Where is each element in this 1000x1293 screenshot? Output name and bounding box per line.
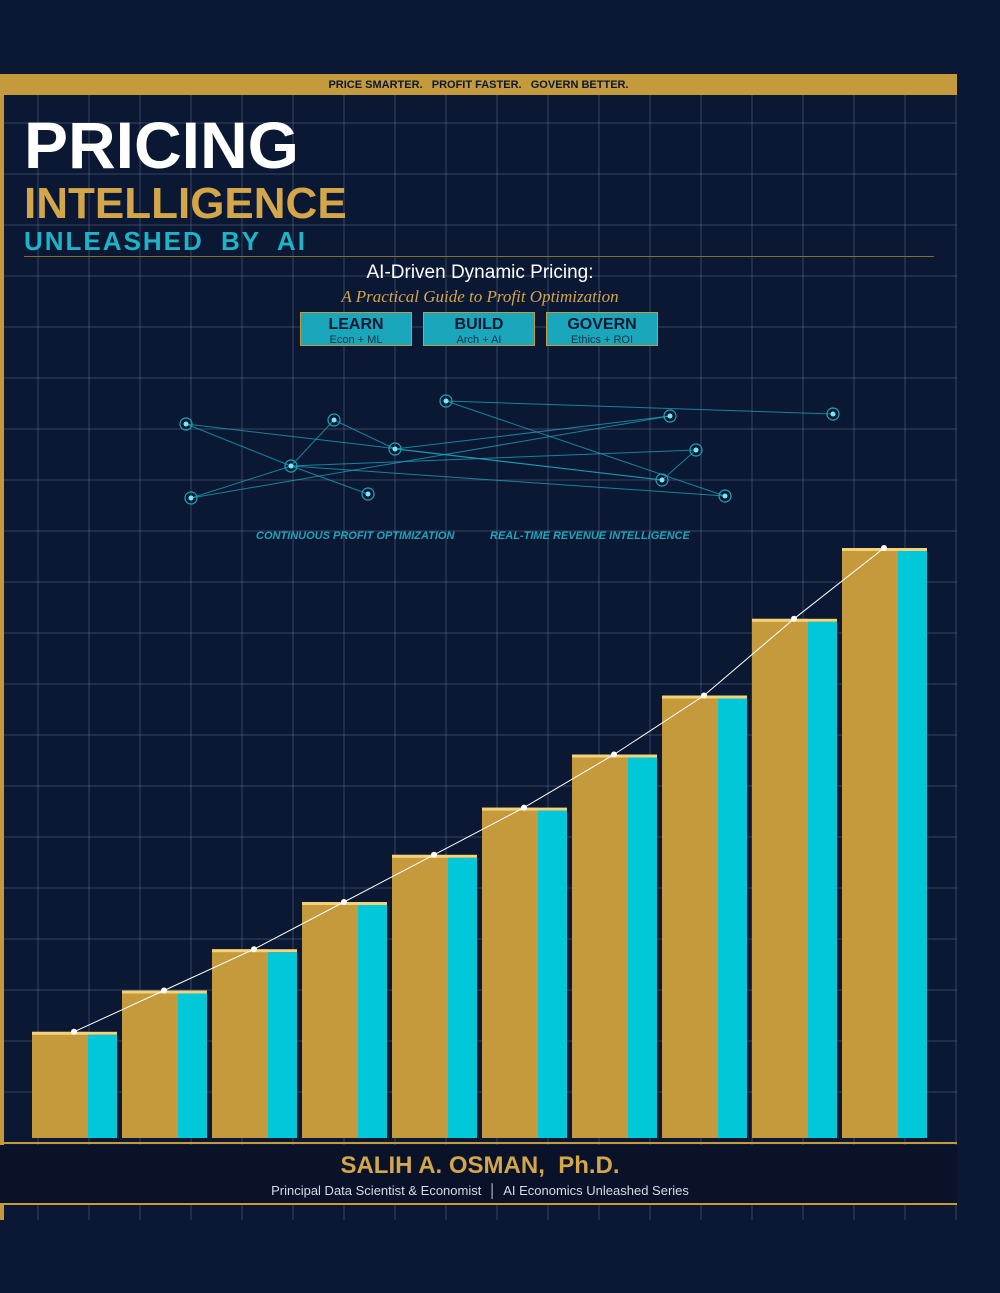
network-edge	[394, 448, 663, 481]
network-node-core	[659, 477, 665, 483]
network-node	[184, 491, 198, 505]
network-edge	[290, 449, 697, 467]
bar-cyan	[628, 757, 657, 1138]
subtitle-italic: A Practical Guide to Profit Optimization	[341, 287, 619, 306]
network-edge	[290, 465, 726, 497]
pillar-sub: Ethics + ROI	[570, 334, 634, 346]
network-node-core	[392, 446, 398, 452]
trend-line	[73, 547, 885, 1033]
pillar-label: LEARN	[328, 316, 384, 333]
network-node	[718, 489, 732, 503]
pillar-label: GOVERN	[567, 316, 637, 333]
pillar-sub: Arch + AI	[456, 334, 502, 346]
network-node	[826, 407, 840, 421]
network-node-core	[188, 495, 194, 501]
pillar-label: BUILD	[454, 316, 504, 333]
network-node-core	[693, 447, 699, 453]
pillar-govern: GOVERN Ethics + ROI	[546, 312, 658, 346]
trend-point	[71, 1028, 77, 1035]
trend-point	[161, 987, 167, 994]
pillar-sub: Econ + ML	[329, 334, 383, 346]
bar-cyan	[178, 993, 207, 1138]
network-node-core	[830, 411, 836, 417]
network-edge	[290, 419, 335, 467]
trend-point	[881, 545, 887, 551]
bar-gold	[662, 695, 718, 1138]
bar-cyan	[718, 698, 747, 1138]
title-line-3: UNLEASHED BY AI	[24, 226, 307, 256]
bar-gold	[302, 902, 358, 1138]
network-edge	[661, 449, 697, 481]
network-node-core	[331, 417, 337, 423]
bar-gold	[122, 990, 178, 1138]
trend-point	[251, 946, 257, 953]
trend-point	[701, 692, 707, 699]
bar-gold	[32, 1031, 88, 1138]
trend-point	[611, 751, 617, 758]
bar-cyan	[268, 952, 297, 1138]
network-node-core	[183, 421, 189, 427]
bar-gold	[842, 548, 898, 1138]
pillar-learn: LEARN Econ + ML	[300, 312, 412, 346]
bar-cyan	[88, 1034, 117, 1138]
tagline-banner: PRICE SMARTER. PROFIT FASTER. GOVERN BET…	[0, 74, 957, 95]
trend-point	[791, 615, 797, 622]
network-node	[361, 487, 375, 501]
trend-point	[431, 851, 437, 858]
network-node	[179, 417, 193, 431]
network-node-core	[667, 413, 673, 419]
network-node	[388, 442, 402, 456]
author-footer	[0, 1145, 957, 1205]
network-node-core	[722, 493, 728, 499]
bar-gold	[392, 854, 448, 1138]
network-edge	[190, 415, 671, 499]
bar-cyan	[538, 810, 567, 1138]
title-divider	[24, 256, 934, 257]
bar-gold	[752, 618, 808, 1138]
title-line-2: INTELLIGENCE	[24, 179, 347, 228]
network-node	[439, 394, 453, 408]
pillar-build: BUILD Arch + AI	[423, 312, 535, 346]
network-node	[655, 473, 669, 487]
network-edge	[190, 465, 292, 499]
tagline-text: PRICE SMARTER. PROFIT FASTER. GOVERN BET…	[328, 78, 629, 91]
bar-gold	[212, 949, 268, 1138]
network-edge	[333, 419, 396, 450]
network-edge	[290, 465, 369, 495]
network-node-core	[443, 398, 449, 404]
network-edge	[185, 423, 292, 467]
network-edge	[445, 400, 726, 497]
subtitle-main: AI-Driven Dynamic Pricing:	[366, 262, 594, 283]
bar-cyan	[448, 857, 477, 1138]
author-name: SALIH A. OSMAN, Ph.D.	[340, 1152, 620, 1179]
network-node	[663, 409, 677, 423]
footer-bottom-rule	[0, 1203, 957, 1205]
network-edge	[394, 415, 671, 450]
bar-gold	[482, 807, 538, 1138]
tagline-left: CONTINUOUS PROFIT OPTIMIZATION	[256, 530, 455, 542]
title-line-1: PRICING	[24, 108, 300, 182]
network-node-core	[365, 491, 371, 497]
trend-point	[521, 804, 527, 811]
author-credentials: Principal Data Scientist & Economist │ A…	[271, 1183, 689, 1198]
bar-cyan	[808, 621, 837, 1138]
tagline-right: REAL-TIME REVENUE INTELLIGENCE	[490, 530, 690, 542]
trend-point	[341, 899, 347, 905]
network-node	[284, 459, 298, 473]
bar-cyan	[358, 905, 387, 1138]
left-gold-rule	[0, 95, 4, 1220]
footer-top-rule	[0, 1142, 957, 1144]
network-node	[327, 413, 341, 427]
network-node	[689, 443, 703, 457]
bar-gold	[572, 754, 628, 1138]
network-edge	[445, 400, 834, 415]
network-node-core	[288, 463, 294, 469]
bar-cyan	[898, 551, 927, 1138]
